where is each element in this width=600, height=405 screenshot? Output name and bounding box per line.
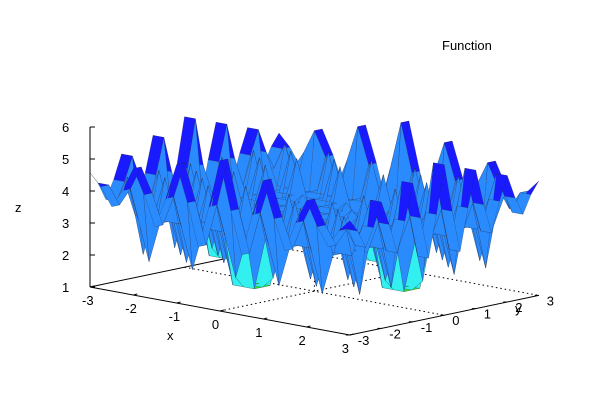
surface-facet: [270, 132, 291, 149]
front-axes: -3 -2 -1 0 1 2 3 -3 -2 -1 0 1 2 3 1 2 3 4 5 6: [62, 120, 554, 356]
x-tick: [306, 325, 311, 328]
x-axis-label: x: [167, 328, 174, 343]
surface-facet: [89, 172, 109, 187]
y-tick-label: 2: [515, 300, 522, 315]
x-tick: [263, 317, 268, 320]
x-tick: [133, 293, 138, 296]
y-tick-label: -1: [421, 320, 433, 335]
x-tick-label: 2: [299, 333, 306, 348]
y-tick-label: -3: [358, 333, 370, 348]
z-tick-label: 6: [62, 120, 69, 135]
x-tick-label: 0: [212, 317, 219, 332]
z-tick-label: 1: [62, 280, 69, 295]
y-axis-label: y: [515, 301, 522, 316]
z-tick-label: 5: [62, 152, 69, 167]
x-tick-label: -1: [169, 309, 181, 324]
y-tick-label: 3: [547, 293, 554, 308]
z-tick-label: 2: [62, 248, 69, 263]
x-tick-label: -2: [125, 301, 137, 316]
y-tick-label: -2: [389, 326, 401, 341]
surface-mesh: [89, 116, 539, 295]
x-zero-guide: [219, 270, 410, 312]
z-tick-label: 4: [62, 184, 69, 199]
x-tick-label: 3: [342, 341, 349, 356]
x-tick: [219, 309, 225, 312]
y-tick-label: 1: [484, 307, 491, 322]
axis-labels: Function x y z: [15, 38, 522, 343]
legend-entry-function: Function: [442, 38, 492, 53]
x-tick-label: 1: [255, 325, 262, 340]
z-axis-label: z: [15, 200, 22, 215]
z-tick-label: 3: [62, 216, 69, 231]
x-tick: [176, 301, 181, 304]
x-tick-label: -3: [82, 293, 94, 308]
x-tick: [349, 333, 354, 336]
y-tick-label: 0: [452, 313, 459, 328]
